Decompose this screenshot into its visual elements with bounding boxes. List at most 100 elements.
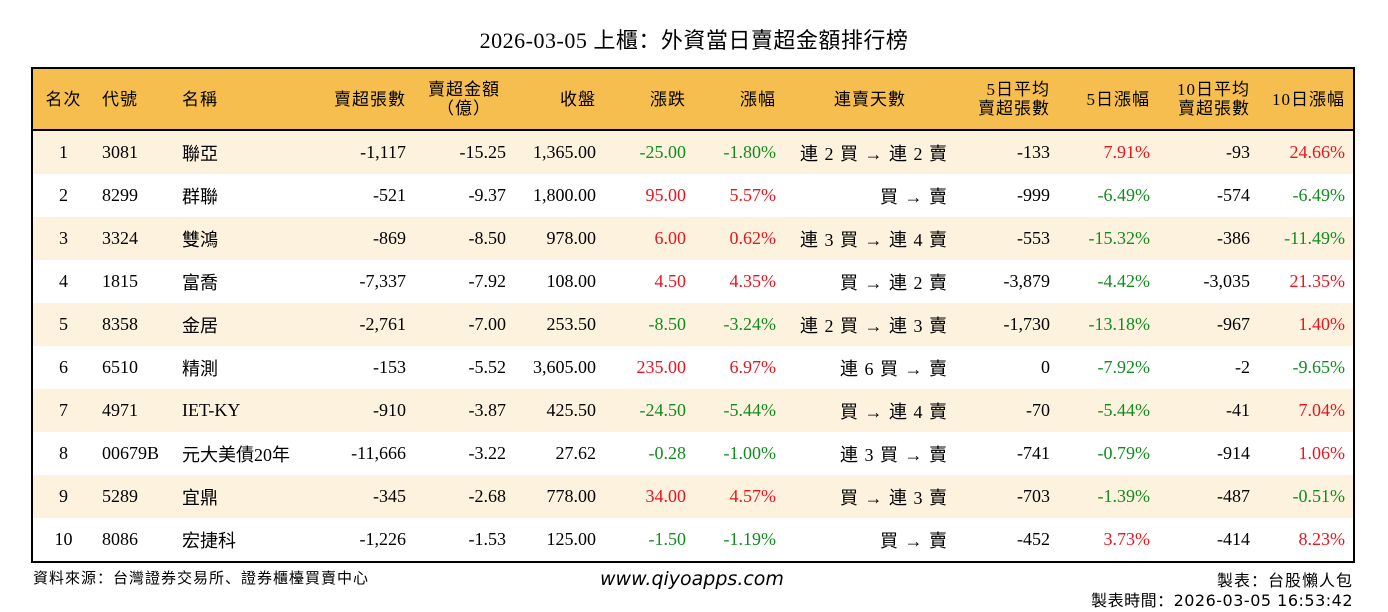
avg5-cell: 0 <box>956 346 1058 389</box>
change-cell: -0.28 <box>604 432 694 475</box>
name-cell: 元大美債20年 <box>174 432 309 475</box>
name-cell: 聯亞 <box>174 130 309 174</box>
table-row: 5 8358 金居 -2,761 -7.00 253.50 -8.50 -3.24% 連 2 買… <box>32 303 1354 346</box>
header-close: 收盤 <box>514 68 604 131</box>
pct10-cell: 1.40% <box>1258 303 1354 346</box>
header-net-sell-amount-line1: 賣超金額 <box>428 80 500 99</box>
rank-cell: 6 <box>32 346 94 389</box>
name-cell: 雙鴻 <box>174 217 309 260</box>
close-cell: 1,365.00 <box>514 130 604 174</box>
streak-cell: 買 → 賣 <box>784 518 956 562</box>
header-net-sell-lots: 賣超張數 <box>309 68 414 131</box>
change-cell: -1.50 <box>604 518 694 562</box>
avg5-cell: -452 <box>956 518 1058 562</box>
name-cell: 宏捷科 <box>174 518 309 562</box>
header-pct5: 5日漲幅 <box>1058 68 1158 131</box>
table-header-row: 名次 代號 名稱 賣超張數 賣超金額 （億） 收盤 漲跌 漲幅 連賣天數 5日平均… <box>32 68 1354 131</box>
header-change: 漲跌 <box>604 68 694 131</box>
net-sell-amount-cell: -5.52 <box>414 346 514 389</box>
header-avg5-line1: 5日平均 <box>986 80 1050 99</box>
code-cell: 3081 <box>94 130 174 174</box>
pct5-cell: -4.42% <box>1058 260 1158 303</box>
change-cell: 6.00 <box>604 217 694 260</box>
code-cell: 3324 <box>94 217 174 260</box>
avg10-cell: -93 <box>1158 130 1258 174</box>
table-row: 8 00679B 元大美債20年 -11,666 -3.22 27.62 -0.28 -1.0… <box>32 432 1354 475</box>
table-row: 3 3324 雙鴻 -869 -8.50 978.00 6.00 0.62% 連 3 買 → 連… <box>32 217 1354 260</box>
pct5-cell: -15.32% <box>1058 217 1158 260</box>
pct-cell: -1.00% <box>694 432 784 475</box>
rank-cell: 7 <box>32 389 94 432</box>
avg5-cell: -3,879 <box>956 260 1058 303</box>
net-sell-lots-cell: -11,666 <box>309 432 414 475</box>
streak-cell: 連 3 買 → 賣 <box>784 432 956 475</box>
close-cell: 778.00 <box>514 475 604 518</box>
net-sell-amount-cell: -8.50 <box>414 217 514 260</box>
net-sell-amount-cell: -3.22 <box>414 432 514 475</box>
pct-cell: -1.80% <box>694 130 784 174</box>
header-pct10: 10日漲幅 <box>1258 68 1354 131</box>
header-net-sell-amount-line2: （億） <box>437 99 491 118</box>
streak-cell: 買 → 賣 <box>784 174 956 217</box>
website-link[interactable]: www.qiyoapps.com <box>600 568 784 590</box>
net-sell-lots-cell: -910 <box>309 389 414 432</box>
header-rank: 名次 <box>32 68 94 131</box>
pct-cell: 4.57% <box>694 475 784 518</box>
header-avg10-line2: 賣超張數 <box>1178 99 1250 118</box>
pct10-cell: -6.49% <box>1258 174 1354 217</box>
pct10-cell: 8.23% <box>1258 518 1354 562</box>
avg5-cell: -741 <box>956 432 1058 475</box>
change-cell: -25.00 <box>604 130 694 174</box>
pct5-cell: -6.49% <box>1058 174 1158 217</box>
name-cell: IET-KY <box>174 389 309 432</box>
author-credit: 製表：台股懶人包 <box>1216 573 1353 590</box>
name-cell: 宜鼎 <box>174 475 309 518</box>
net-sell-amount-cell: -3.87 <box>414 389 514 432</box>
page-title: 2026-03-05 上櫃：外資當日賣超金額排行榜 <box>479 28 909 53</box>
net-sell-lots-cell: -7,337 <box>309 260 414 303</box>
avg10-cell: -41 <box>1158 389 1258 432</box>
name-cell: 富喬 <box>174 260 309 303</box>
net-sell-lots-cell: -2,761 <box>309 303 414 346</box>
net-sell-lots-cell: -869 <box>309 217 414 260</box>
pct5-cell: 3.73% <box>1058 518 1158 562</box>
pct-cell: 5.57% <box>694 174 784 217</box>
pct10-cell: -11.49% <box>1258 217 1354 260</box>
header-streak: 連賣天數 <box>784 68 956 131</box>
name-cell: 金居 <box>174 303 309 346</box>
avg10-cell: -914 <box>1158 432 1258 475</box>
pct-cell: -5.44% <box>694 389 784 432</box>
pct-cell: -3.24% <box>694 303 784 346</box>
avg10-cell: -414 <box>1158 518 1258 562</box>
pct10-cell: 21.35% <box>1258 260 1354 303</box>
table-row: 9 5289 宜鼎 -345 -2.68 778.00 34.00 4.57% 買 → 連 3 … <box>32 475 1354 518</box>
close-cell: 253.50 <box>514 303 604 346</box>
net-sell-lots-cell: -345 <box>309 475 414 518</box>
close-cell: 425.50 <box>514 389 604 432</box>
rank-cell: 4 <box>32 260 94 303</box>
data-source: 資料來源：台灣證券交易所、證券櫃檯買賣中心 <box>33 571 370 587</box>
header-name: 名稱 <box>174 68 309 131</box>
net-sell-amount-cell: -7.92 <box>414 260 514 303</box>
pct-cell: 6.97% <box>694 346 784 389</box>
header-avg10: 10日平均 賣超張數 <box>1158 68 1258 131</box>
code-cell: 6510 <box>94 346 174 389</box>
table-row: 1 3081 聯亞 -1,117 -15.25 1,365.00 -25.00 -1.80% 連… <box>32 130 1354 174</box>
streak-cell: 連 2 買 → 連 2 賣 <box>784 130 956 174</box>
close-cell: 3,605.00 <box>514 346 604 389</box>
code-cell: 00679B <box>94 432 174 475</box>
pct10-cell: 7.04% <box>1258 389 1354 432</box>
change-cell: -24.50 <box>604 389 694 432</box>
ranking-table: 名次 代號 名稱 賣超張數 賣超金額 （億） 收盤 漲跌 漲幅 連賣天數 5日平均… <box>31 67 1355 563</box>
net-sell-lots-cell: -153 <box>309 346 414 389</box>
name-cell: 精測 <box>174 346 309 389</box>
streak-cell: 買 → 連 3 賣 <box>784 475 956 518</box>
code-cell: 4971 <box>94 389 174 432</box>
code-cell: 1815 <box>94 260 174 303</box>
pct-cell: 4.35% <box>694 260 784 303</box>
pct10-cell: 1.06% <box>1258 432 1354 475</box>
pct10-cell: -9.65% <box>1258 346 1354 389</box>
change-cell: 4.50 <box>604 260 694 303</box>
rank-cell: 10 <box>32 518 94 562</box>
pct5-cell: 7.91% <box>1058 130 1158 174</box>
